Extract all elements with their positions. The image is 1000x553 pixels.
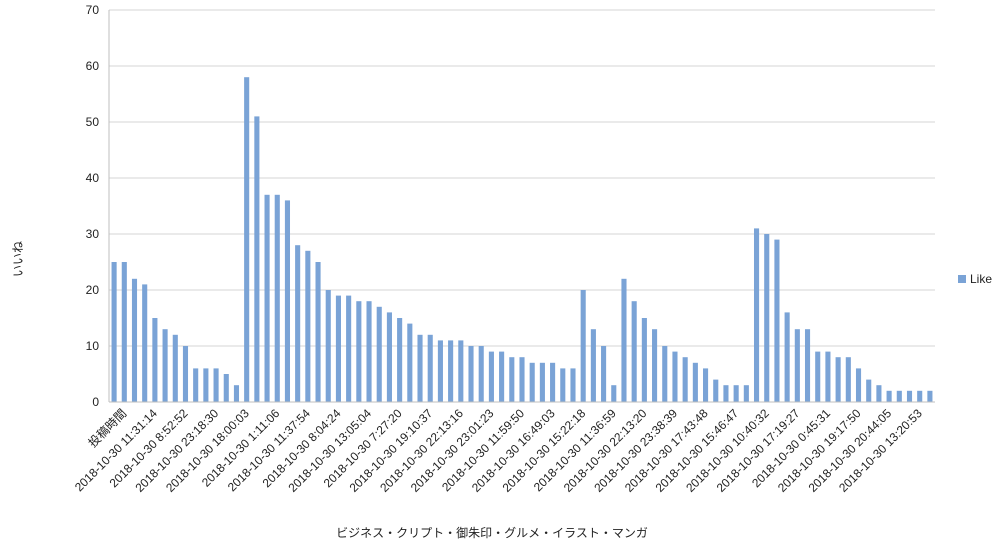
bar	[621, 278, 627, 402]
bar	[223, 374, 229, 402]
bar	[366, 301, 372, 402]
bar	[172, 334, 178, 402]
bar	[213, 368, 219, 402]
y-tick-label: 30	[86, 227, 100, 241]
y-axis-ticks: 0 10 20 30 40 50 60 70	[86, 3, 100, 409]
bar	[580, 290, 586, 402]
bar	[305, 250, 311, 402]
bar	[703, 368, 709, 402]
bar	[346, 295, 352, 402]
bar	[876, 385, 882, 402]
bar	[743, 385, 749, 402]
bar	[723, 385, 729, 402]
y-tick-label: 20	[86, 283, 100, 297]
bar	[774, 239, 780, 402]
bar	[855, 368, 862, 402]
bar	[641, 318, 647, 402]
bar	[121, 262, 127, 402]
bar	[682, 357, 688, 402]
bar	[335, 295, 341, 402]
bar	[753, 228, 760, 402]
bar	[162, 329, 168, 402]
bar	[784, 312, 790, 402]
bar	[131, 278, 138, 402]
y-tick-label: 70	[86, 3, 100, 17]
bar	[539, 362, 545, 402]
bar	[835, 357, 841, 402]
bar	[550, 362, 556, 402]
bar	[254, 116, 260, 403]
bar	[203, 368, 209, 402]
bar	[560, 368, 566, 402]
bar	[386, 312, 392, 402]
bar	[631, 301, 637, 402]
bar	[274, 194, 280, 402]
bars	[111, 77, 933, 403]
bar	[111, 262, 117, 402]
y-tick-label: 0	[92, 395, 99, 409]
y-axis-title: いいね	[11, 241, 25, 277]
legend: Like	[958, 272, 992, 286]
bar	[896, 390, 902, 402]
bar	[407, 323, 413, 402]
gridlines	[109, 9, 935, 347]
bar	[488, 351, 494, 402]
y-tick-label: 40	[86, 171, 100, 185]
bar	[917, 390, 923, 402]
bar	[825, 351, 831, 402]
bar	[376, 306, 382, 402]
bar	[927, 390, 933, 402]
bar	[437, 340, 443, 402]
bar	[182, 346, 189, 402]
bar	[284, 200, 291, 402]
bar	[672, 351, 678, 402]
bar	[733, 385, 739, 402]
bar	[590, 329, 596, 402]
bar	[804, 329, 811, 402]
bar	[397, 318, 403, 402]
bar	[692, 362, 698, 402]
bar	[509, 357, 515, 402]
bar	[906, 390, 913, 402]
bar	[570, 368, 576, 402]
bar	[448, 340, 454, 402]
bar	[458, 340, 464, 402]
bar	[601, 346, 607, 402]
bar	[529, 362, 535, 402]
bar	[815, 351, 821, 402]
bar	[468, 346, 474, 402]
bar	[886, 390, 892, 402]
bar	[652, 329, 658, 402]
bar	[611, 385, 617, 402]
bar	[315, 262, 321, 402]
bar	[764, 234, 770, 402]
bar	[325, 290, 331, 402]
bar	[427, 334, 433, 402]
bar	[662, 346, 668, 402]
bar	[264, 194, 270, 402]
bar	[142, 284, 148, 402]
legend-label-like: Like	[970, 272, 992, 286]
bar	[417, 334, 423, 402]
y-tick-label: 10	[86, 339, 100, 353]
bar	[713, 379, 719, 402]
bar	[244, 77, 250, 402]
bar	[152, 318, 158, 402]
bar	[478, 346, 484, 402]
bar	[794, 329, 800, 402]
bar	[866, 379, 872, 402]
bar	[295, 245, 301, 402]
y-tick-label: 50	[86, 115, 100, 129]
bar	[845, 357, 851, 402]
legend-swatch-like	[958, 275, 966, 283]
x-axis-title: ビジネス・クリプト・御朱印・グルメ・イラスト・マンガ	[336, 525, 648, 540]
bar	[356, 301, 362, 402]
y-tick-label: 60	[86, 59, 100, 73]
bar	[519, 357, 525, 402]
bar	[193, 368, 199, 402]
bar	[233, 385, 240, 402]
bar	[499, 351, 505, 402]
